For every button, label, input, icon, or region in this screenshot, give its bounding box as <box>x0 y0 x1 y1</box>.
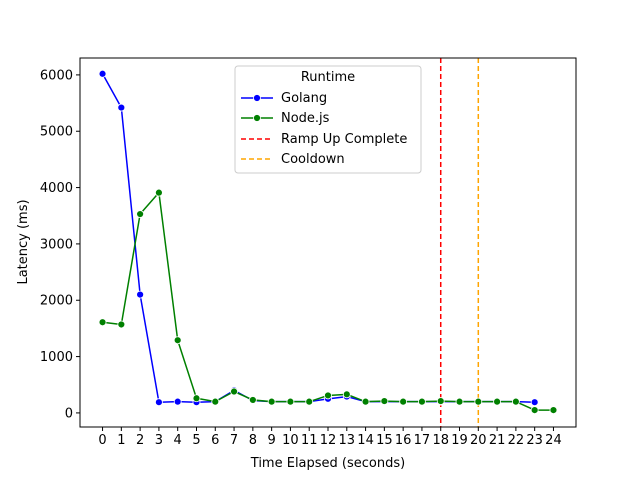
point-golang <box>155 398 163 407</box>
legend-title: Runtime <box>301 70 355 85</box>
x-tick-label: 7 <box>230 433 238 448</box>
series-line-node-js <box>102 191 554 411</box>
legend-label-cooldown: Cooldown <box>281 152 345 167</box>
point-node-js <box>455 397 464 406</box>
point-golang <box>173 397 182 406</box>
point-node-js <box>230 387 238 396</box>
point-node-js <box>117 320 126 329</box>
point-golang <box>136 290 145 299</box>
legend-label-nodejs: Node.js <box>281 111 330 126</box>
y-axis-label: Latency (ms) <box>16 199 31 284</box>
x-tick-label: 12 <box>320 433 337 448</box>
x-tick-label: 13 <box>339 433 356 448</box>
point-node-js <box>305 397 314 406</box>
point-node-js <box>474 397 483 406</box>
y-tick-label: 2000 <box>40 294 73 309</box>
point-node-js <box>286 397 295 406</box>
point-node-js <box>192 394 201 403</box>
x-tick-label: 14 <box>357 433 374 448</box>
x-tick-label: 11 <box>301 433 318 448</box>
point-node-js <box>155 188 163 197</box>
legend-marker-golang <box>253 94 261 102</box>
x-tick-label: 22 <box>508 433 525 448</box>
point-golang <box>530 398 539 407</box>
x-tick-label: 19 <box>451 433 468 448</box>
point-node-js <box>211 397 220 406</box>
x-tick-label: 15 <box>376 433 393 448</box>
x-tick-label: 5 <box>192 433 200 448</box>
point-node-js <box>436 397 445 405</box>
point-node-js <box>530 406 539 414</box>
y-tick-label: 5000 <box>40 125 73 140</box>
x-tick-label: 4 <box>174 433 182 448</box>
x-tick-label: 6 <box>211 433 219 448</box>
x-tick-label: 18 <box>432 433 449 448</box>
y-tick-label: 0 <box>65 406 73 421</box>
y-tick-label: 4000 <box>40 181 73 196</box>
legend-label-ramp-up: Ramp Up Complete <box>281 132 407 147</box>
x-tick-label: 3 <box>155 433 163 448</box>
x-tick-label: 17 <box>414 433 431 448</box>
legend-box <box>234 65 422 174</box>
point-node-js <box>136 210 145 218</box>
y-tick-label: 1000 <box>40 350 73 365</box>
point-node-js <box>511 397 520 406</box>
x-axis: 0 1 2 3 4 5 6 7 8 9 10 11 12 13 14 15 16 17 18 19 20 21 22 23 24 <box>98 427 562 448</box>
legend-marker-nodejs <box>253 114 261 122</box>
point-node-js <box>173 336 182 345</box>
legend-label-golang: Golang <box>281 91 327 106</box>
x-tick-label: 21 <box>489 433 506 448</box>
x-tick-label: 10 <box>282 433 299 448</box>
point-node-js <box>248 396 257 404</box>
point-node-js <box>380 397 389 405</box>
point-golang <box>98 69 107 78</box>
point-node-js <box>342 390 351 399</box>
legend: Runtime Golang Node.js Ramp Up Complete … <box>234 65 422 174</box>
y-axis: 0 1000 2000 3000 4000 5000 6000 <box>40 68 80 421</box>
point-node-js <box>493 397 501 406</box>
y-tick-label: 6000 <box>40 68 73 83</box>
point-node-js <box>267 397 276 406</box>
chart-marks <box>98 58 558 427</box>
point-golang <box>117 103 126 112</box>
x-tick-label: 20 <box>470 433 487 448</box>
point-node-js <box>324 391 332 400</box>
x-tick-label: 24 <box>545 433 562 448</box>
x-tick-label: 9 <box>267 433 275 448</box>
x-axis-label: Time Elapsed (seconds) <box>250 456 405 471</box>
x-tick-label: 16 <box>395 433 412 448</box>
point-node-js <box>549 406 558 414</box>
x-tick-label: 2 <box>136 433 144 448</box>
x-tick-label: 0 <box>98 433 106 448</box>
y-tick-label: 3000 <box>40 237 73 252</box>
point-node-js <box>418 397 426 406</box>
point-node-js <box>361 397 370 406</box>
x-tick-label: 23 <box>526 433 543 448</box>
x-tick-label: 1 <box>117 433 125 448</box>
point-node-js <box>399 397 408 406</box>
x-tick-label: 8 <box>249 433 257 448</box>
point-node-js <box>98 318 107 327</box>
